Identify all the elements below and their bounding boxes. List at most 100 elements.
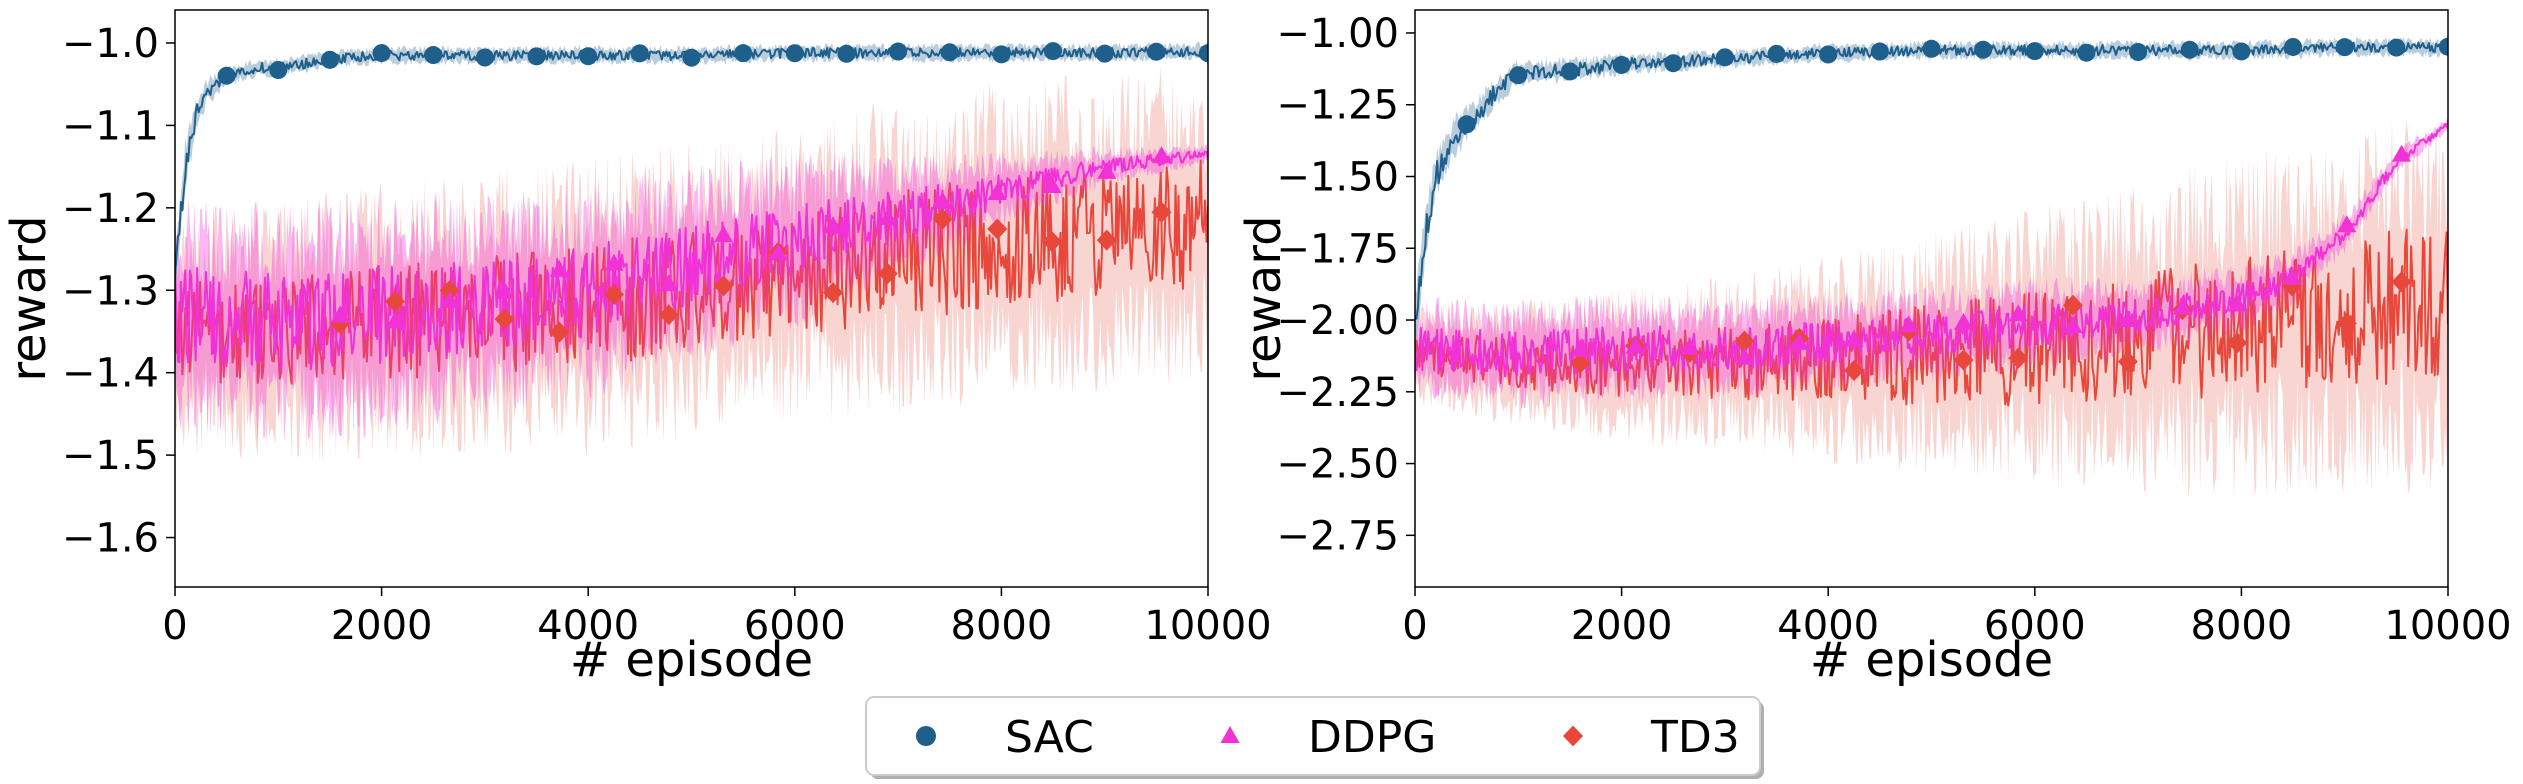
data-point-td3: [2391, 271, 2412, 293]
confidence-band-ddpg: [1415, 119, 2448, 411]
data-point-td3: [2008, 347, 2029, 369]
data-point-ddpg: [2337, 215, 2357, 233]
data-point-ddpg: [549, 259, 569, 277]
data-point-sac: [2232, 42, 2251, 61]
data-point-sac: [1819, 45, 1838, 64]
data-point-ddpg: [987, 182, 1007, 200]
data-point-ddpg: [2063, 316, 2083, 334]
data-point-ddpg: [2008, 304, 2028, 322]
data-point-sac: [992, 45, 1011, 64]
data-point-ddpg: [1680, 337, 1700, 355]
data-point-sac: [1715, 48, 1734, 67]
y-tick-label: −2.25: [1276, 370, 1399, 416]
legend-label-td3: TD3: [1650, 712, 1740, 763]
plot-area: [1415, 36, 2448, 502]
data-point-ddpg: [1570, 339, 1590, 357]
data-point-sac: [1974, 40, 1993, 59]
confidence-band-td3: [1415, 110, 2448, 502]
data-point-ddpg: [933, 191, 953, 209]
data-point-ddpg: [1625, 336, 1645, 354]
data-point-ddpg: [604, 253, 624, 271]
data-point-sac: [1457, 115, 1476, 134]
data-point-td3: [549, 321, 570, 343]
x-tick-label: 6000: [1984, 603, 2086, 649]
data-point-td3: [1096, 229, 1117, 251]
data-point-td3: [987, 218, 1008, 240]
x-tick-label: 4000: [1777, 603, 1879, 649]
legend: SAC DDPG TD3: [865, 696, 1764, 779]
data-point-td3: [2336, 312, 2357, 334]
data-point-sac: [1095, 44, 1114, 63]
data-point-sac: [579, 47, 598, 66]
data-point-td3: [932, 208, 953, 230]
data-point-td3: [823, 282, 844, 304]
data-point-sac: [1199, 44, 1208, 63]
y-tick-label: −1.00: [1276, 11, 1399, 57]
data-point-td3: [1953, 349, 1974, 371]
x-tick-label: 0: [162, 603, 187, 649]
data-point-sac: [837, 44, 856, 63]
data-point-td3: [2117, 351, 2138, 373]
confidence-band-td3: [175, 67, 1208, 463]
y-axis-label: reward: [1236, 215, 1292, 381]
data-point-sac: [2284, 37, 2303, 56]
y-tick-label: −1.4: [62, 351, 159, 397]
x-axis-label: # episode: [1810, 632, 2053, 688]
x-tick-label: 4000: [537, 603, 639, 649]
y-tick-label: −1.6: [62, 516, 159, 562]
legend-label-sac: SAC: [1005, 712, 1094, 763]
data-point-td3: [877, 262, 898, 284]
y-axis-label: reward: [1, 215, 57, 381]
data-point-ddpg: [1042, 176, 1062, 194]
data-point-td3: [2227, 332, 2248, 354]
data-point-ddpg: [768, 243, 788, 261]
data-point-td3: [1151, 201, 1172, 223]
data-point-sac: [1509, 66, 1528, 85]
data-point-td3: [385, 291, 406, 313]
data-point-td3: [658, 304, 679, 326]
data-point-ddpg: [878, 207, 898, 225]
data-point-ddpg: [659, 274, 679, 292]
legend-marker-ddpg: [1220, 726, 1240, 743]
x-tick-label: 8000: [951, 603, 1053, 649]
data-point-sac: [1560, 62, 1579, 81]
data-point-ddpg: [714, 225, 734, 243]
data-point-td3: [1844, 360, 1865, 382]
axes-frame: [1414, 9, 2449, 588]
data-point-sac: [527, 47, 546, 66]
data-point-ddpg: [2227, 294, 2247, 312]
x-axis-label: # episode: [570, 632, 813, 688]
legend-marker-sac: [916, 726, 936, 746]
series-line-td3: [1415, 228, 2448, 407]
data-point-ddpg: [495, 281, 515, 299]
data-point-sac: [475, 48, 494, 67]
x-tick-label: 2000: [1571, 603, 1673, 649]
data-point-ddpg: [2282, 267, 2302, 285]
x-tick-label: 2000: [331, 603, 433, 649]
axes-frame: [174, 9, 1209, 588]
data-point-sac: [269, 61, 288, 80]
data-point-sac: [785, 44, 804, 63]
data-point-sac: [1767, 44, 1786, 63]
y-tick-label: −1.0: [62, 21, 159, 67]
y-tick-label: −1.3: [62, 268, 159, 314]
data-point-sac: [1664, 54, 1683, 73]
series-line-ddpg: [175, 150, 1208, 373]
data-point-sac: [1612, 55, 1631, 74]
y-tick-label: −1.75: [1276, 226, 1399, 272]
right-chart-panel: 0 2000 4000 6000 8000 10000 −2.75 −2.50 −2.25 −2.…: [1236, 9, 2512, 688]
data-point-ddpg: [2173, 297, 2193, 315]
data-point-td3: [713, 275, 734, 297]
data-point-sac: [734, 44, 753, 63]
data-point-ddpg: [440, 290, 460, 308]
data-point-ddpg: [1954, 312, 1974, 330]
data-point-ddpg: [1844, 329, 1864, 347]
data-point-td3: [494, 308, 515, 330]
data-point-sac: [2025, 42, 2044, 61]
legend-label-ddpg: DDPG: [1308, 712, 1436, 763]
legend-marker-td3: [1563, 725, 1583, 747]
data-point-ddpg: [385, 311, 405, 329]
data-point-ddpg: [1789, 332, 1809, 350]
y-tick-label: −2.00: [1276, 298, 1399, 344]
